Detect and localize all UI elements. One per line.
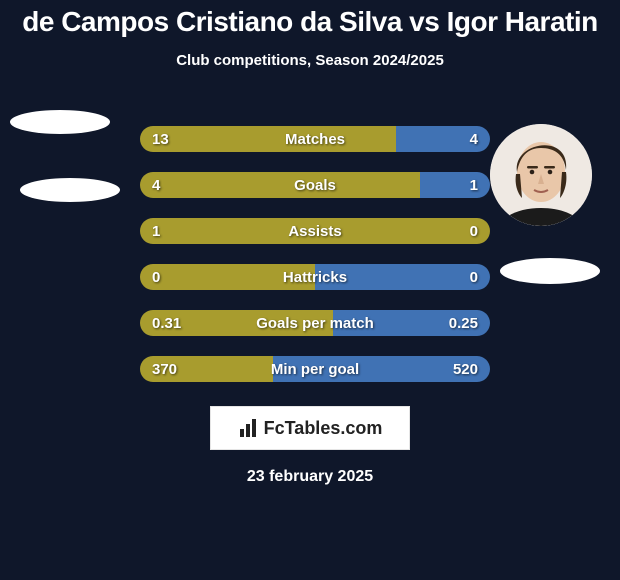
comparison-date: 23 february 2025 <box>0 468 620 486</box>
stat-value-right: 0 <box>458 264 490 290</box>
comparison-card: de Campos Cristiano da Silva vs Igor Har… <box>0 0 620 580</box>
stat-value-left: 4 <box>140 172 172 198</box>
subtitle: Club competitions, Season 2024/2025 <box>0 52 620 69</box>
stat-value-left: 13 <box>140 126 181 152</box>
stat-label: Assists <box>140 218 490 244</box>
stat-value-right: 0 <box>458 218 490 244</box>
stat-label: Goals <box>140 172 490 198</box>
stat-label: Hattricks <box>140 264 490 290</box>
player-left-logo-shadow <box>20 178 120 202</box>
stat-row: Assists1 0 <box>140 218 490 244</box>
stat-value-left: 0 <box>140 264 172 290</box>
stats-bars: Matches134Goals41Assists10Hattricks00Goa… <box>140 126 490 402</box>
player-right-avatar <box>490 124 592 226</box>
fctables-logo[interactable]: FcTables.com <box>210 406 410 450</box>
stat-value-left: 0.31 <box>140 310 193 336</box>
stat-row: Goals4 1 <box>140 172 490 198</box>
player-right-logo-shadow <box>500 258 600 284</box>
stat-row: Min per goal370 520 <box>140 356 490 382</box>
stat-value-right: 1 <box>458 172 490 198</box>
stat-row: Goals per match0.310.25 <box>140 310 490 336</box>
stat-value-left: 370 <box>140 356 189 382</box>
stat-value-left: 1 <box>140 218 172 244</box>
stat-value-right: 4 <box>458 126 490 152</box>
page-title: de Campos Cristiano da Silva vs Igor Har… <box>0 0 620 38</box>
fctables-logo-text: FcTables.com <box>264 418 383 439</box>
stat-value-right: 520 <box>441 356 490 382</box>
player-left-avatar-shadow <box>10 110 110 134</box>
stat-label: Matches <box>140 126 490 152</box>
stat-row: Hattricks0 0 <box>140 264 490 290</box>
player-right-photo <box>490 124 592 226</box>
player-right-avatar-wrap <box>490 124 592 226</box>
stat-row: Matches13 4 <box>140 126 490 152</box>
fctables-chart-icon <box>238 417 260 439</box>
stat-label: Min per goal <box>140 356 490 382</box>
stat-value-right: 0.25 <box>437 310 490 336</box>
